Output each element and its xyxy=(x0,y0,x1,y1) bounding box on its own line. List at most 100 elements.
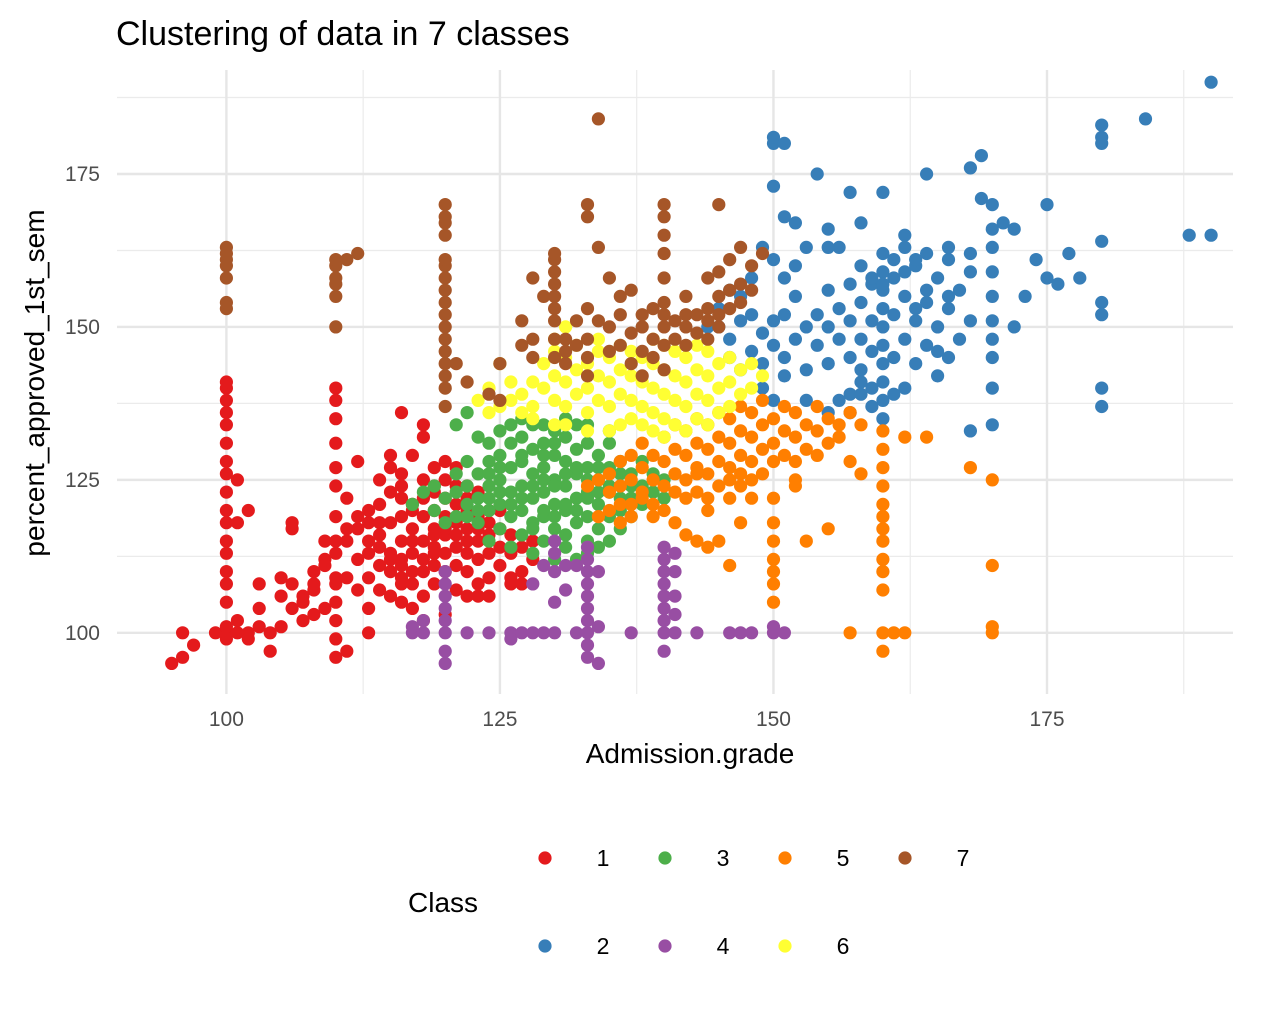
data-point xyxy=(745,626,759,640)
data-point xyxy=(657,577,671,591)
data-point xyxy=(526,350,540,365)
data-point xyxy=(668,485,682,499)
data-point xyxy=(690,467,704,481)
data-point xyxy=(482,436,496,450)
data-point xyxy=(329,479,343,493)
data-point xyxy=(777,271,792,285)
data-point xyxy=(712,406,726,420)
data-point xyxy=(701,540,715,554)
data-point xyxy=(985,265,999,279)
legend-key xyxy=(778,851,792,865)
data-point xyxy=(548,626,562,640)
data-point xyxy=(734,479,748,493)
data-point xyxy=(591,112,606,126)
data-point xyxy=(460,497,474,511)
data-point xyxy=(745,491,759,505)
data-point xyxy=(394,509,409,524)
data-point xyxy=(646,332,660,346)
data-point xyxy=(755,381,770,395)
data-point xyxy=(548,595,562,609)
data-point xyxy=(701,491,715,505)
data-point xyxy=(559,583,573,597)
legend-label: 6 xyxy=(837,933,850,959)
data-point xyxy=(799,393,813,407)
data-point xyxy=(394,479,409,493)
data-point xyxy=(559,332,573,346)
x-axis-label: Admission.grade xyxy=(586,738,795,769)
data-point xyxy=(449,357,463,371)
data-point xyxy=(482,467,496,481)
data-point xyxy=(329,320,343,334)
data-point xyxy=(493,485,507,499)
data-point xyxy=(241,503,255,518)
data-point xyxy=(329,412,343,426)
data-point xyxy=(537,357,551,371)
data-point xyxy=(712,430,726,444)
data-point xyxy=(657,479,671,493)
data-point xyxy=(351,509,365,524)
data-point xyxy=(460,454,474,469)
data-point xyxy=(362,626,376,640)
data-point xyxy=(635,369,649,383)
data-point xyxy=(504,632,518,646)
data-point xyxy=(1062,246,1076,261)
legend-key xyxy=(538,851,552,865)
data-point xyxy=(920,338,934,352)
data-point xyxy=(559,399,573,414)
data-point xyxy=(537,461,551,475)
data-point xyxy=(591,369,606,383)
data-point xyxy=(887,626,901,640)
data-point xyxy=(701,332,715,346)
data-point xyxy=(810,424,824,438)
data-point xyxy=(219,620,233,634)
data-point xyxy=(165,656,179,671)
data-point xyxy=(373,473,387,487)
data-point xyxy=(898,332,912,346)
data-point xyxy=(876,442,890,456)
data-point xyxy=(471,393,485,407)
data-point xyxy=(471,516,485,530)
data-point xyxy=(537,534,551,548)
data-point xyxy=(745,381,759,395)
data-point xyxy=(362,601,376,616)
data-point xyxy=(515,387,529,401)
data-point xyxy=(427,558,441,573)
data-point xyxy=(416,473,430,487)
data-point xyxy=(810,448,824,462)
data-point xyxy=(657,246,671,261)
data-point xyxy=(876,357,890,371)
data-point xyxy=(963,161,978,175)
data-point xyxy=(602,485,617,499)
data-point xyxy=(362,516,376,530)
data-point xyxy=(941,240,956,254)
data-point xyxy=(438,357,452,371)
data-point xyxy=(854,295,868,310)
data-point xyxy=(624,412,638,426)
data-point xyxy=(635,399,649,414)
data-point xyxy=(438,228,452,242)
data-point xyxy=(974,149,989,163)
data-point xyxy=(854,418,868,432)
data-point xyxy=(646,350,660,365)
data-point xyxy=(416,430,430,444)
data-point xyxy=(777,210,792,224)
data-point xyxy=(296,589,310,603)
data-point xyxy=(482,454,496,469)
data-point xyxy=(898,430,912,444)
data-point xyxy=(635,308,649,322)
data-point xyxy=(580,302,595,316)
data-point xyxy=(887,308,901,322)
data-point xyxy=(219,406,233,420)
data-point xyxy=(416,418,430,432)
data-point xyxy=(755,467,770,481)
data-point xyxy=(876,522,890,536)
data-point xyxy=(963,424,978,438)
data-point xyxy=(668,442,682,456)
data-point xyxy=(504,485,518,499)
data-point xyxy=(679,308,693,322)
data-point xyxy=(526,626,540,640)
data-point xyxy=(602,399,617,414)
data-point xyxy=(580,198,595,212)
data-point xyxy=(613,363,627,377)
data-point xyxy=(296,614,310,628)
